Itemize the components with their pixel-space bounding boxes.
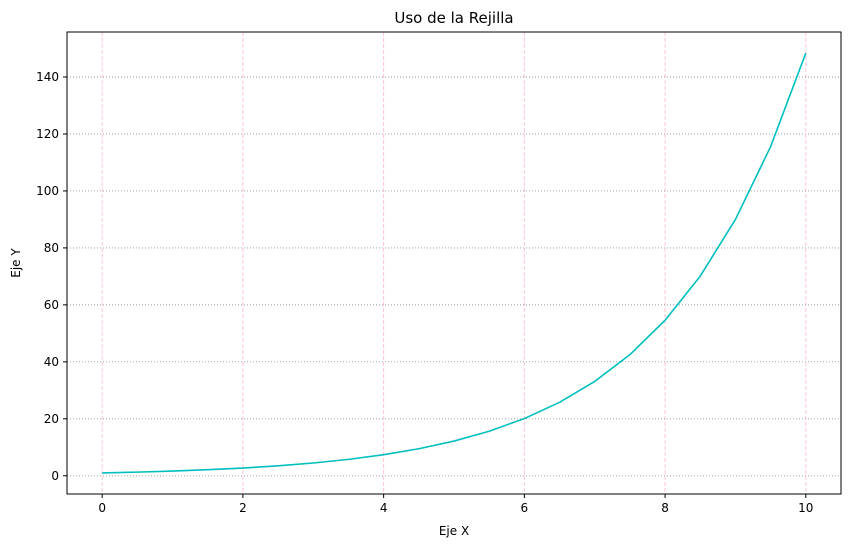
y-tick-label: 100 xyxy=(36,184,59,198)
x-tick-label: 6 xyxy=(521,501,529,515)
plot-area-frame xyxy=(66,31,842,495)
x-tick-label: 10 xyxy=(798,501,813,515)
y-tick-label: 60 xyxy=(44,298,59,312)
x-tick-label: 4 xyxy=(380,501,388,515)
x-tick-label: 2 xyxy=(239,501,247,515)
x-axis-title: Eje X xyxy=(439,524,469,538)
y-tick-label: 0 xyxy=(51,469,59,483)
x-tick-label: 8 xyxy=(661,501,669,515)
y-tick-label: 20 xyxy=(44,412,59,426)
y-tick-label: 80 xyxy=(44,241,59,255)
chart-title: Uso de la Rejilla xyxy=(394,9,513,27)
x-tick-label: 0 xyxy=(98,501,106,515)
y-tick-label: 140 xyxy=(36,70,59,84)
series-line xyxy=(102,52,807,474)
series-lines xyxy=(102,52,807,474)
y-tick-label: 40 xyxy=(44,355,59,369)
y-axis-title: Eje Y xyxy=(9,248,23,278)
y-tick-label: 120 xyxy=(36,127,59,141)
grid-lines xyxy=(67,32,841,494)
